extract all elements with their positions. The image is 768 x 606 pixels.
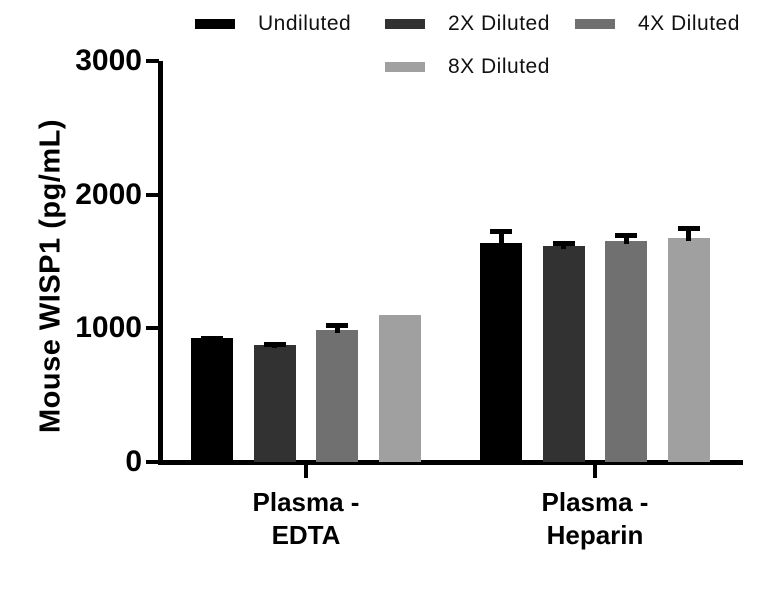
bar-2x-diluted-heparin xyxy=(542,246,585,462)
x-tick-mark-heparin xyxy=(593,465,597,478)
x-category-label-edta: Plasma - EDTA xyxy=(186,486,426,552)
error-bar-cap xyxy=(677,226,700,232)
x-category-label-line2: EDTA xyxy=(271,520,341,550)
x-category-label-line2: Heparin xyxy=(546,520,644,550)
bar-undiluted-edta xyxy=(191,338,234,462)
error-bar-cap xyxy=(490,228,513,234)
error-bar-cap xyxy=(201,336,224,342)
error-bar-line xyxy=(686,226,692,242)
error-bar-cap xyxy=(263,342,286,348)
x-tick-mark-edta xyxy=(304,465,308,478)
bar-8x-diluted-edta xyxy=(378,314,421,462)
y-axis-title: Mouse WISP1 (pg/mL) xyxy=(34,119,67,433)
x-category-label-line1: Plasma - xyxy=(252,487,360,517)
y-axis-line xyxy=(158,61,163,465)
y-tick-label-2000: 2000 xyxy=(75,177,142,211)
legend-label-4x-diluted: 4X Diluted xyxy=(638,12,740,35)
bar-4x-diluted-heparin xyxy=(605,241,648,462)
legend-item-4x-diluted: 4X Diluted xyxy=(575,11,740,37)
y-tick-label-1000: 1000 xyxy=(75,311,142,345)
error-bar-cap xyxy=(326,322,349,328)
y-tick-label-3000: 3000 xyxy=(75,44,142,77)
legend-item-undiluted: Undiluted xyxy=(195,11,351,37)
error-bar-line xyxy=(498,228,504,246)
bar-4x-diluted-edta xyxy=(316,329,359,462)
error-bar-cap xyxy=(552,240,575,246)
y-tick-mark-3000 xyxy=(146,59,159,63)
y-tick-mark-0 xyxy=(146,460,159,464)
legend-swatch-8x-diluted xyxy=(385,62,425,72)
legend-item-8x-diluted: 8X Diluted xyxy=(385,54,550,80)
y-tick-mark-1000 xyxy=(146,326,159,331)
legend-swatch-undiluted xyxy=(195,19,235,29)
legend-label-undiluted: Undiluted xyxy=(258,12,352,35)
x-category-label-heparin: Plasma - Heparin xyxy=(475,486,715,552)
legend-label-2x-diluted: 2X Diluted xyxy=(448,12,550,35)
x-axis-line xyxy=(158,460,743,465)
error-bar-cap xyxy=(615,233,638,239)
bar-2x-diluted-edta xyxy=(253,345,296,462)
bar-undiluted-heparin xyxy=(480,242,523,462)
y-tick-label-0: 0 xyxy=(125,445,142,478)
legend-swatch-2x-diluted xyxy=(385,19,425,29)
legend-item-2x-diluted: 2X Diluted xyxy=(385,11,550,37)
legend-swatch-4x-diluted xyxy=(575,19,615,29)
y-tick-mark-2000 xyxy=(146,192,159,197)
bar-8x-diluted-heparin xyxy=(667,238,710,462)
error-bar-line xyxy=(623,233,629,245)
legend-label-8x-diluted: 8X Diluted xyxy=(448,55,550,78)
x-category-label-line1: Plasma - xyxy=(541,487,649,517)
